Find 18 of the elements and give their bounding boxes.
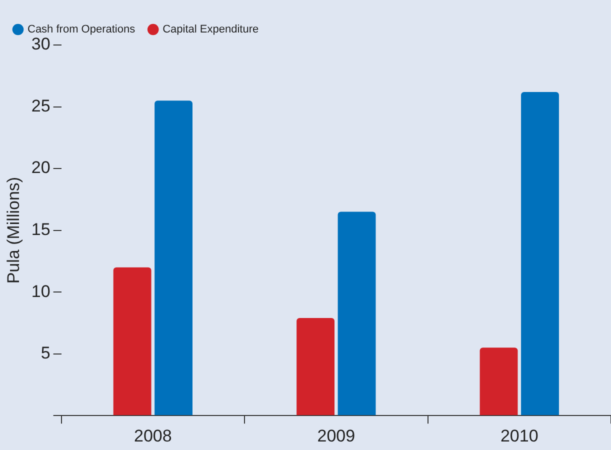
y-axis-title: Pula (Millions) bbox=[4, 176, 23, 284]
y-tick-label: 30 bbox=[31, 34, 50, 54]
bar bbox=[154, 100, 192, 416]
bar bbox=[113, 267, 152, 416]
y-tick-label: 20 bbox=[31, 158, 50, 178]
y-tick-label: 10 bbox=[31, 282, 50, 301]
bar bbox=[338, 212, 376, 416]
y-tick-label: 25 bbox=[31, 96, 50, 116]
legend-label: Cash from Operations bbox=[28, 24, 136, 36]
y-tick-label: 15 bbox=[31, 220, 50, 239]
legend-label: Capital Expenditure bbox=[162, 24, 259, 36]
bar bbox=[521, 92, 559, 416]
x-tick-label: 2009 bbox=[317, 426, 356, 446]
x-tick-label: 2010 bbox=[500, 426, 538, 446]
x-tick-label: 2008 bbox=[134, 426, 172, 446]
bar bbox=[480, 348, 518, 416]
bar bbox=[296, 318, 335, 416]
y-tick-label: 5 bbox=[40, 344, 50, 363]
